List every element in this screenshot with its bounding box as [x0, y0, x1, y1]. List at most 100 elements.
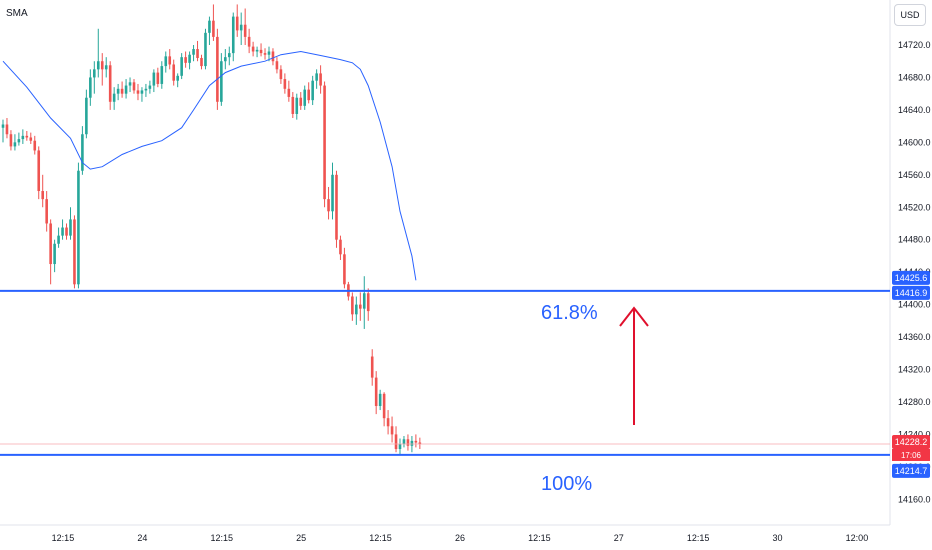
- y-tick-label: 14360.0: [898, 332, 931, 342]
- candle-body: [29, 137, 33, 141]
- candle-body: [57, 235, 60, 244]
- candle-body: [112, 93, 116, 102]
- candle-body: [61, 227, 64, 236]
- candle-body: [148, 85, 152, 89]
- countdown-tag-text: 17:06: [901, 451, 922, 460]
- candle-body: [132, 82, 136, 91]
- candle-body: [323, 85, 326, 200]
- candle-body: [386, 418, 390, 427]
- candle-body: [303, 89, 307, 106]
- y-tick-label: 14680.0: [898, 72, 931, 82]
- x-tick-label: 30: [773, 533, 783, 543]
- candle-body: [41, 191, 44, 200]
- candle-body: [291, 96, 295, 114]
- y-tick-label: 14280.0: [898, 397, 931, 407]
- candle-body: [243, 24, 247, 37]
- candle-body: [394, 434, 398, 450]
- x-tick-label: 12:15: [528, 533, 551, 543]
- candle-body: [216, 36, 219, 102]
- candle-body: [331, 174, 334, 212]
- price-marker-tag: [892, 270, 930, 285]
- candle-body: [204, 32, 207, 67]
- arrow-head: [619, 306, 649, 327]
- candle-body: [100, 61, 104, 70]
- candle-body: [251, 46, 255, 52]
- candle-body: [104, 65, 108, 70]
- candle-body: [37, 150, 41, 192]
- level-tag-61-8-text: 14416.9: [895, 288, 928, 298]
- candle-body: [339, 239, 342, 255]
- candle-body: [180, 57, 183, 76]
- sma-line: [2, 50, 417, 281]
- candle-body: [382, 393, 386, 419]
- candle-body: [9, 134, 13, 147]
- candle-body: [85, 97, 88, 135]
- y-tick-label: 14720.0: [898, 40, 931, 50]
- y-tick-label: 14240.0: [898, 429, 931, 439]
- candle-body: [108, 65, 112, 102]
- candle-body: [390, 426, 394, 435]
- candle-body: [136, 90, 140, 94]
- candle-body: [378, 393, 382, 407]
- level-tag-61-8: [892, 285, 930, 300]
- price-marker-tag-text: 14425.6: [895, 273, 928, 283]
- candle-body: [176, 75, 179, 81]
- x-tick-label: 25: [296, 533, 306, 543]
- candle-body: [402, 439, 406, 445]
- level-label-100: 100%: [541, 473, 593, 495]
- candle-body: [410, 440, 414, 446]
- candle-body: [283, 79, 287, 89]
- candle-body: [192, 49, 195, 55]
- currency-button[interactable]: USD: [894, 4, 926, 26]
- candle-body: [235, 16, 239, 31]
- candle-body: [156, 72, 160, 84]
- candle-body: [53, 243, 56, 265]
- candle-body: [89, 77, 92, 98]
- level-tag-100-text: 14214.7: [895, 466, 928, 476]
- candle-body: [164, 56, 168, 67]
- candle-body: [267, 51, 271, 55]
- candle-body: [116, 88, 120, 94]
- level-tag-100: [892, 463, 930, 478]
- candle-body: [406, 439, 410, 446]
- candle-body: [17, 139, 21, 143]
- candle-body: [152, 72, 156, 86]
- x-tick-label: 24: [137, 533, 147, 543]
- candle-body: [279, 69, 283, 80]
- candle-body: [120, 88, 124, 94]
- candle-body: [188, 54, 191, 63]
- candle-body: [77, 170, 80, 285]
- candle-body: [124, 85, 128, 94]
- candle-body: [227, 53, 231, 58]
- candle-body: [140, 90, 144, 94]
- candle-body: [196, 49, 199, 58]
- candle-body: [172, 64, 176, 81]
- candle-body: [69, 219, 72, 236]
- y-tick-label: 14520.0: [898, 202, 931, 212]
- candle-body: [73, 219, 76, 285]
- candle-body: [362, 293, 366, 309]
- candle-body: [315, 73, 318, 81]
- candle-body: [212, 20, 215, 37]
- candle-body: [319, 73, 322, 86]
- x-tick-label: 26: [455, 533, 465, 543]
- candle-body: [21, 135, 25, 140]
- candle-body: [1, 124, 5, 128]
- candle-body: [263, 53, 267, 55]
- candle-body: [168, 56, 172, 65]
- candle-body: [13, 142, 17, 147]
- candle-body: [259, 49, 263, 54]
- candle-body: [160, 66, 164, 84]
- candle-body: [271, 51, 275, 62]
- candle-body: [93, 69, 96, 78]
- candle-body: [374, 377, 378, 407]
- y-tick-label: 14560.0: [898, 170, 931, 180]
- x-tick-label: 12:00: [846, 533, 869, 543]
- candle-body: [398, 444, 402, 450]
- x-tick-label: 12:15: [687, 533, 710, 543]
- candle-body: [220, 61, 223, 102]
- candle-body: [366, 293, 370, 312]
- candle-body: [343, 254, 346, 285]
- candle-body: [370, 356, 374, 378]
